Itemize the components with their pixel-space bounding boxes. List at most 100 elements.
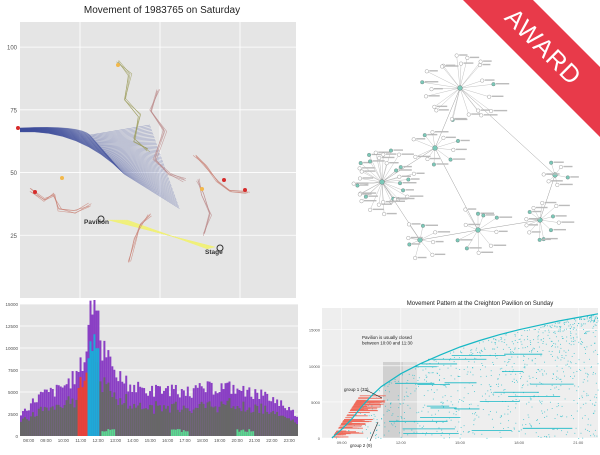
histogram-bar — [30, 416, 32, 436]
histogram-bar — [159, 405, 161, 436]
pattern-point — [590, 321, 591, 322]
network-node — [414, 155, 418, 159]
pattern-point — [367, 426, 368, 427]
histogram-bar — [282, 416, 284, 436]
pattern-point — [486, 376, 487, 377]
pattern-point — [549, 338, 550, 339]
pattern-point — [589, 331, 590, 332]
histogram-x-tick-label: 16:00 — [162, 438, 174, 443]
pattern-point — [585, 373, 586, 374]
pattern-point — [596, 397, 597, 398]
pattern-point — [557, 323, 558, 324]
pattern-point — [442, 397, 443, 398]
pattern-point — [574, 376, 575, 377]
pattern-point — [576, 371, 577, 372]
pattern-point — [525, 347, 526, 348]
pattern-point — [596, 394, 597, 395]
histogram-bar — [254, 405, 256, 436]
network-node — [358, 177, 362, 181]
pattern-point — [515, 374, 516, 375]
pattern-point — [454, 357, 455, 358]
pattern-point — [532, 360, 533, 361]
pattern-point — [456, 368, 457, 369]
pattern-point — [376, 434, 377, 435]
pattern-point — [467, 367, 468, 368]
pattern-point — [550, 402, 551, 403]
network-node — [464, 208, 468, 212]
pattern-point — [527, 346, 528, 347]
pattern-point — [579, 318, 580, 319]
histogram-bar — [48, 411, 50, 436]
pattern-point — [591, 366, 592, 367]
pattern-point — [537, 351, 538, 352]
pattern-point — [515, 423, 516, 424]
pattern-point — [446, 420, 447, 421]
network-node-label — [430, 158, 440, 159]
pattern-point — [585, 429, 586, 430]
network-node — [527, 231, 531, 235]
movement-y-tick-label: 75 — [10, 108, 17, 114]
network-node-label — [393, 149, 402, 150]
pattern-point — [450, 353, 451, 354]
pattern-point — [418, 386, 419, 387]
pattern-point — [560, 348, 561, 349]
pattern-point — [539, 347, 540, 348]
pattern-point — [501, 338, 502, 339]
pattern-point — [515, 394, 516, 395]
pattern-point — [387, 411, 388, 412]
pattern-point — [570, 324, 571, 325]
pattern-point — [503, 428, 504, 429]
histogram-bar — [268, 414, 270, 436]
network-node-label — [416, 173, 424, 174]
network-node-label — [435, 131, 449, 132]
pattern-point — [460, 352, 461, 353]
histogram-bar — [290, 420, 292, 436]
pattern-point — [438, 363, 439, 364]
pattern-point — [454, 379, 455, 380]
pattern-point — [493, 394, 494, 395]
histogram-bar — [270, 412, 272, 436]
pattern-point — [506, 335, 507, 336]
histogram-bar — [72, 399, 74, 436]
pattern-point — [521, 341, 522, 342]
pattern-point — [444, 385, 445, 386]
pattern-point — [378, 437, 379, 438]
histogram-bar — [38, 409, 40, 436]
pattern-point — [438, 410, 439, 411]
pattern-point — [555, 418, 556, 419]
pattern-point — [581, 319, 582, 320]
pattern-point — [464, 387, 465, 388]
pattern-point — [561, 381, 562, 382]
pattern-point — [417, 423, 418, 424]
histogram-bar — [274, 414, 276, 436]
pattern-point — [473, 374, 474, 375]
pattern-point — [552, 385, 553, 386]
pattern-point — [516, 399, 517, 400]
pattern-point — [536, 432, 537, 433]
pattern-point — [585, 415, 586, 416]
pattern-point — [510, 349, 511, 350]
pattern-point — [476, 348, 477, 349]
pattern-point — [542, 375, 543, 376]
pattern-point — [582, 342, 583, 343]
network-node — [464, 223, 468, 227]
pattern-point — [512, 431, 513, 432]
pattern-y-tick-label: 15000 — [309, 328, 321, 333]
pattern-point — [575, 340, 576, 341]
histogram-bar — [76, 400, 78, 436]
pattern-point — [527, 336, 528, 337]
pattern-point — [461, 427, 462, 428]
pattern-point — [557, 366, 558, 367]
pattern-point — [472, 432, 473, 433]
pattern-point — [566, 434, 567, 435]
pattern-point — [562, 357, 563, 358]
pattern-point — [536, 378, 537, 379]
pattern-point — [464, 369, 465, 370]
pattern-point — [538, 332, 539, 333]
pattern-point — [485, 366, 486, 367]
pattern-point — [544, 371, 545, 372]
pattern-point — [557, 357, 558, 358]
pattern-point — [564, 323, 565, 324]
pattern-point — [378, 425, 379, 426]
